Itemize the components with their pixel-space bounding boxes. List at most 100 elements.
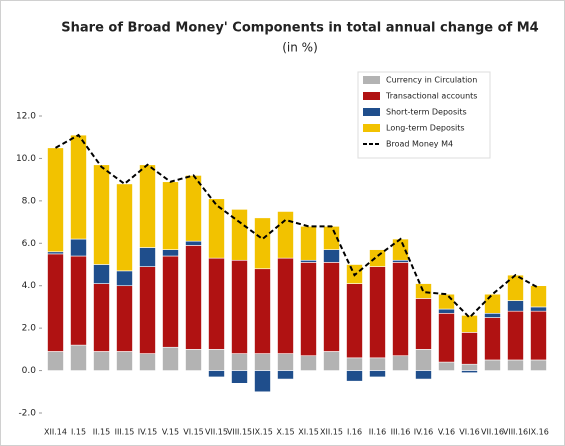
legend-swatch (363, 108, 380, 116)
bar-segment (47, 253, 64, 352)
bar-segment (162, 181, 179, 250)
x-tick-label: V.16 (438, 428, 455, 437)
x-tick-label: III.15 (115, 428, 135, 437)
bar-segment (70, 238, 87, 257)
bar-segment (415, 370, 432, 380)
x-tick-label: III.16 (391, 428, 411, 437)
legend-label: Broad Money M4 (386, 140, 453, 149)
x-tick-label: VII.15 (205, 428, 228, 437)
bar-segment (70, 255, 87, 346)
bar-segment (392, 259, 409, 263)
bar-segment (392, 355, 409, 371)
bar-segment (369, 266, 386, 359)
bar-segment (70, 134, 87, 240)
bar-segment (254, 370, 271, 393)
bar-segment (484, 312, 501, 318)
bar-segment (277, 353, 294, 371)
x-tick-label: XII.15 (320, 428, 343, 437)
bar-segment (461, 332, 478, 365)
bar-segment (47, 251, 64, 255)
bar-segment (116, 183, 133, 272)
bar-segment (530, 310, 547, 361)
x-tick-label: II.16 (369, 428, 386, 437)
y-tick-label: 10.0 (16, 154, 36, 164)
bar-segment (438, 308, 455, 314)
y-tick-label: 6.0 (22, 239, 37, 249)
legend-label: Currency in Circulation (386, 76, 477, 85)
bar-segment (116, 351, 133, 371)
bar-segment (323, 249, 340, 263)
bar-segment (231, 353, 248, 371)
bar-segment (185, 245, 202, 350)
bar-segment (231, 370, 248, 384)
bar-segment (47, 147, 64, 253)
bar-segment (185, 175, 202, 242)
y-tick-label: 0.0 (22, 366, 37, 376)
legend-swatch (363, 124, 380, 132)
bar-segment (346, 370, 363, 382)
bar-segment (300, 262, 317, 357)
x-tick-label: I.15 (71, 428, 86, 437)
x-tick-label: X.15 (276, 428, 294, 437)
bar-segment (507, 310, 524, 361)
bar-segment (507, 359, 524, 371)
bar-segment (438, 293, 455, 310)
legend-label: Short-term Deposits (386, 108, 467, 117)
bar-segment (231, 259, 248, 354)
y-tick-label: 2.0 (22, 324, 37, 334)
bar-segment (93, 164, 110, 265)
bar-segment (139, 247, 156, 267)
bar-segment (208, 370, 225, 378)
x-tick-label: VIII.16 (503, 428, 528, 437)
y-tick-label: 8.0 (22, 196, 37, 206)
bar-segment (254, 217, 271, 270)
bar-segment (530, 285, 547, 308)
bar-segment (70, 344, 87, 371)
bar-segment (139, 266, 156, 354)
bar-segment (185, 349, 202, 371)
x-tick-label: VI.15 (183, 428, 204, 437)
x-tick-label: IX.15 (252, 428, 273, 437)
x-tick-label: I.16 (347, 428, 362, 437)
bar-segment (369, 370, 386, 378)
legend-swatch (363, 76, 380, 84)
bar-segment (369, 249, 386, 267)
bar-segment (277, 370, 294, 380)
x-tick-label: VIII.15 (227, 428, 252, 437)
y-tick-label: -2.0 (18, 409, 36, 419)
bar-segment (461, 370, 478, 373)
bar-segment (93, 283, 110, 352)
y-tick-label: 12.0 (16, 112, 36, 122)
bar-segment (484, 359, 501, 371)
line (55, 133, 539, 319)
bar-segment (162, 346, 179, 371)
y-tick-label: 4.0 (22, 281, 37, 291)
x-tick-label: XII.14 (44, 428, 67, 437)
bar-segment (116, 270, 133, 287)
x-tick-label: II.15 (93, 428, 110, 437)
x-tick-label: IX.16 (528, 428, 549, 437)
bar-segment (323, 351, 340, 371)
bar-segment (93, 264, 110, 284)
bar-segment (415, 283, 432, 299)
bar-segment (300, 259, 317, 263)
bar-segment (139, 164, 156, 248)
bar-segment (438, 361, 455, 371)
bar-segment (461, 363, 478, 371)
x-tick-label: V.15 (162, 428, 179, 437)
bar-segment (530, 306, 547, 312)
bar-segment (300, 226, 317, 261)
bar-segment (208, 349, 225, 371)
bar-segment (254, 268, 271, 354)
legend-label: Long-term Deposits (386, 124, 465, 133)
bar-segment (254, 353, 271, 371)
x-tick-label: XI.15 (298, 428, 319, 437)
bar-segment (438, 312, 455, 363)
bar-segment (277, 211, 294, 259)
bar-segment (208, 198, 225, 259)
bar-segment (530, 359, 547, 371)
bar-segment (346, 283, 363, 359)
bar-segment (369, 357, 386, 371)
x-tick-label: VII.16 (481, 428, 504, 437)
